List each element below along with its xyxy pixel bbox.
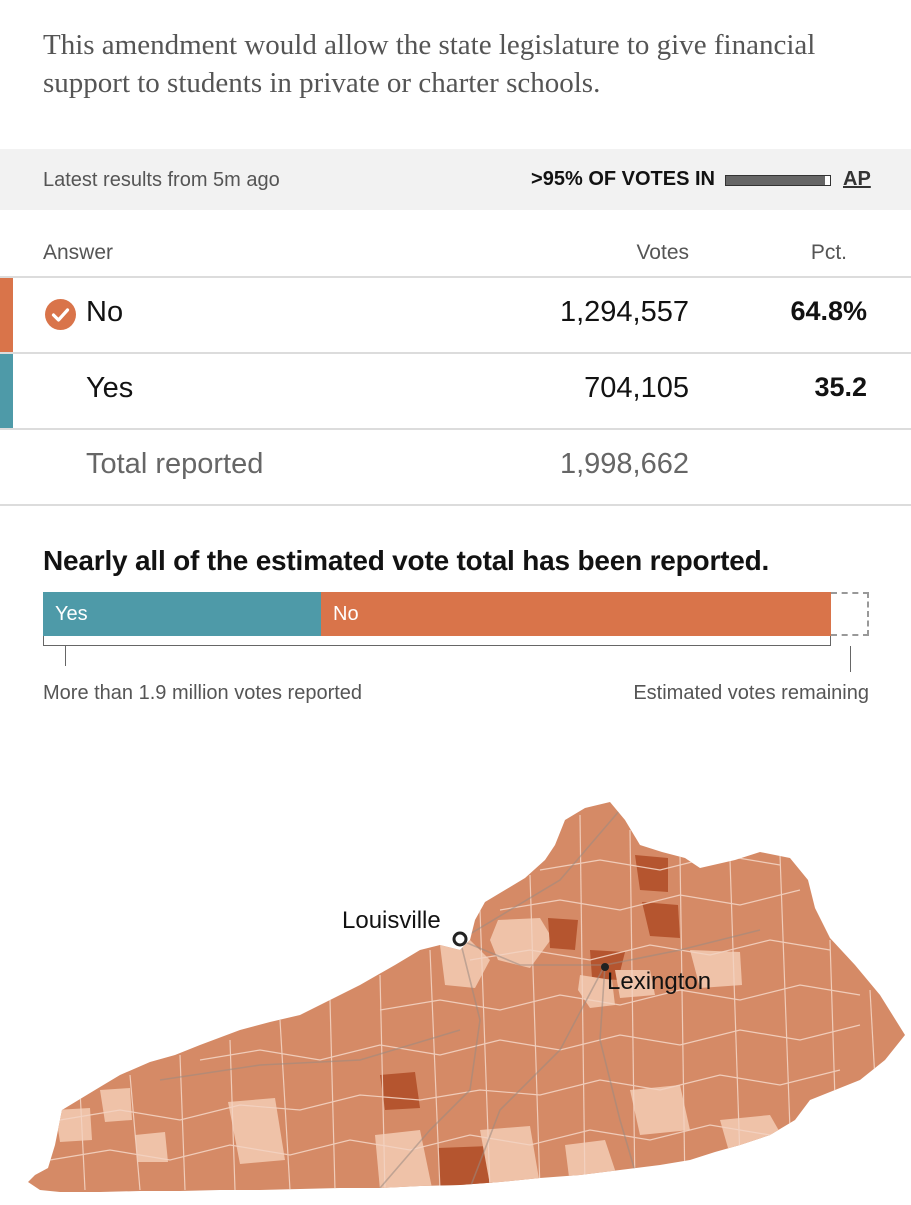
column-header-pct: Pct. bbox=[810, 241, 847, 264]
remaining-label: Estimated votes remaining bbox=[633, 682, 869, 704]
answer-votes: 704,105 bbox=[584, 372, 689, 404]
amendment-description: This amendment would allow the state leg… bbox=[43, 29, 816, 99]
reported-tick bbox=[65, 646, 66, 666]
results-table-header: Answer Votes Pct. bbox=[0, 238, 911, 278]
no-color-swatch bbox=[0, 278, 13, 352]
city-label-louisville: Louisville bbox=[342, 907, 441, 934]
source-link-ap[interactable]: AP bbox=[843, 168, 871, 190]
winner-check-icon bbox=[45, 299, 76, 330]
last-updated-text: Latest results from 5m ago bbox=[43, 169, 280, 191]
remaining-bar-segment bbox=[831, 592, 869, 636]
answer-pct: 35.2 bbox=[814, 372, 867, 402]
city-lexington: Lexington bbox=[601, 963, 711, 995]
remaining-tick bbox=[850, 646, 851, 672]
votes-in-label: >95% OF VOTES IN bbox=[531, 168, 715, 190]
state-outline bbox=[28, 802, 905, 1192]
reported-bracket bbox=[43, 636, 831, 646]
county-shading bbox=[55, 855, 790, 1190]
result-row-no: No 1,294,557 64.8% bbox=[0, 278, 911, 354]
total-label: Total reported bbox=[86, 448, 264, 480]
yes-bar-segment: Yes bbox=[43, 592, 321, 636]
answer-name: Yes bbox=[86, 372, 134, 404]
result-row-yes: Yes 704,105 35.2 bbox=[0, 354, 911, 430]
votes-in-progress-fill bbox=[726, 176, 825, 185]
results-status-bar: Latest results from 5m ago >95% OF VOTES… bbox=[0, 149, 911, 210]
result-row-total: Total reported 1,998,662 bbox=[0, 430, 911, 506]
no-bar-segment: No bbox=[321, 592, 831, 636]
county-grid bbox=[49, 814, 876, 1191]
answer-votes: 1,294,557 bbox=[559, 296, 689, 328]
column-header-votes: Votes bbox=[636, 241, 689, 264]
vote-estimate-headline: Nearly all of the estimated vote total h… bbox=[43, 545, 770, 576]
answer-name: No bbox=[86, 296, 124, 328]
reported-label: More than 1.9 million votes reported bbox=[43, 682, 363, 704]
answer-pct: 64.8% bbox=[790, 296, 867, 326]
column-header-answer: Answer bbox=[43, 241, 114, 264]
kentucky-results-map: Louisville Lexington bbox=[0, 790, 911, 1200]
total-votes: 1,998,662 bbox=[559, 448, 689, 480]
votes-in-progress-bar bbox=[725, 175, 831, 186]
yes-color-swatch bbox=[0, 354, 13, 428]
estimated-vote-bar: Yes No More than 1.9 million votes repor… bbox=[43, 592, 869, 712]
city-louisville: Louisville bbox=[342, 907, 468, 947]
city-label-lexington: Lexington bbox=[607, 968, 711, 995]
